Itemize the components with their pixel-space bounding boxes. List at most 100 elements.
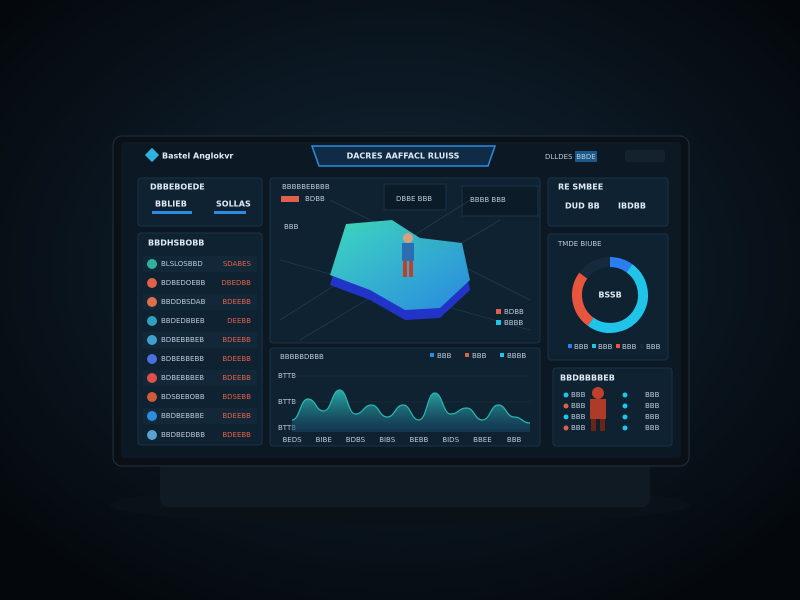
row-label: BLSLOSBBD [161,260,203,268]
legend-swatch [616,344,620,348]
donut-segment [572,272,594,326]
row-value: BDEEBB [222,336,251,344]
card-icon [622,414,628,420]
x-tick-label: BIBE [316,436,332,444]
tag-label: BDBB [305,195,325,203]
title-tab [310,145,497,167]
stat: DBBE BBB [396,195,432,203]
header-item[interactable]: DLLDES [545,153,573,161]
character [402,233,414,277]
legend-swatch [640,344,644,348]
row-value: BDSEBB [222,393,251,401]
card-icon [622,392,628,398]
row-label: BBDBEDBBB [161,431,205,439]
tag [281,196,299,202]
row-label: BDBEBBEBB [161,355,204,363]
stat: SOLLAS [216,200,251,209]
list-row[interactable] [143,389,257,405]
legend-swatch [568,344,572,348]
row-icon [147,411,157,421]
y-axis-label: BTTB [278,424,296,432]
panel-title: BBBBBEBBBB [282,183,330,191]
area [292,390,530,432]
legend-swatch [496,309,501,314]
row-label: BDBEBBBEB [161,336,204,344]
row-value: DEEBB [227,317,251,325]
card-label: BBB [571,402,586,410]
list-row[interactable] [143,275,257,291]
row-value: DBEDBB [221,279,251,287]
header-item[interactable]: BBDE [576,153,595,161]
row-icon [147,392,157,402]
row-icon [147,335,157,345]
list-row[interactable] [143,408,257,424]
donut-segment [609,257,633,273]
legend-label: BBB [472,352,487,360]
legend-label: BDBB [504,308,524,316]
stat-bar [152,211,192,214]
logo-icon [144,147,160,163]
stat-box [383,183,447,211]
area-line [291,389,531,424]
card-icon [563,403,569,409]
list-row[interactable] [143,351,257,367]
card-label: BBB [571,391,586,399]
list-row[interactable] [143,332,257,348]
panel-title: RE SMBEE [558,183,603,192]
list-row[interactable] [143,427,257,443]
card-label: BBB [645,391,660,399]
x-tick-label: BBEE [473,436,491,444]
panel-title: BBDHSBOBB [148,239,204,248]
stat: BBBB BBB [470,196,506,204]
header-search[interactable] [625,150,665,162]
x-tick-label: BIBS [379,436,396,444]
legend-label: BBB [622,343,637,351]
row-icon [147,259,157,269]
card-icon [563,414,569,420]
x-tick-label: BIDS [442,436,459,444]
donut-segment [587,264,648,333]
card-icon [622,403,628,409]
tag-label: BBB [284,223,299,231]
panel-title: DBBEBOEDE [150,183,205,192]
row-icon [147,316,157,326]
card-character [590,387,606,431]
chart-title: BBBBBDBBB [280,353,324,361]
list-row[interactable] [143,294,257,310]
legend-swatch [592,344,596,348]
list-row[interactable] [143,256,257,272]
x-tick-label: BBB [507,436,522,444]
row-icon [147,373,157,383]
header-button[interactable] [575,151,597,162]
stat-box [461,185,539,217]
row-icon [147,430,157,440]
legend-label: BBB [598,343,613,351]
card-label: BBB [571,424,586,432]
stat: IBDBB [618,202,646,211]
row-label: BBDDBSDAB [161,298,206,306]
row-label: BBDBEBBBE [161,412,204,420]
panel [547,233,669,361]
legend-swatch [496,320,501,325]
row-label: BBDEDBBEB [161,317,205,325]
stat: DUD BB [565,202,600,211]
row-icon [147,278,157,288]
row-icon [147,354,157,364]
card-label: BBB [645,413,660,421]
legend-label: BBBB [507,352,526,360]
card-label: BBB [571,413,586,421]
row-value: BDEEBB [222,374,251,382]
list-row[interactable] [143,370,257,386]
map-region [330,220,470,310]
stat-bar [214,211,246,214]
panel [547,177,669,227]
list-row[interactable] [143,313,257,329]
legend-swatch [500,353,504,357]
y-axis-label: BTTB [278,398,296,406]
donut-center: BSSB [598,291,621,300]
legend-label: BBB [437,352,452,360]
legend-label: BBBB [504,319,523,327]
card-label: BBB [645,424,660,432]
